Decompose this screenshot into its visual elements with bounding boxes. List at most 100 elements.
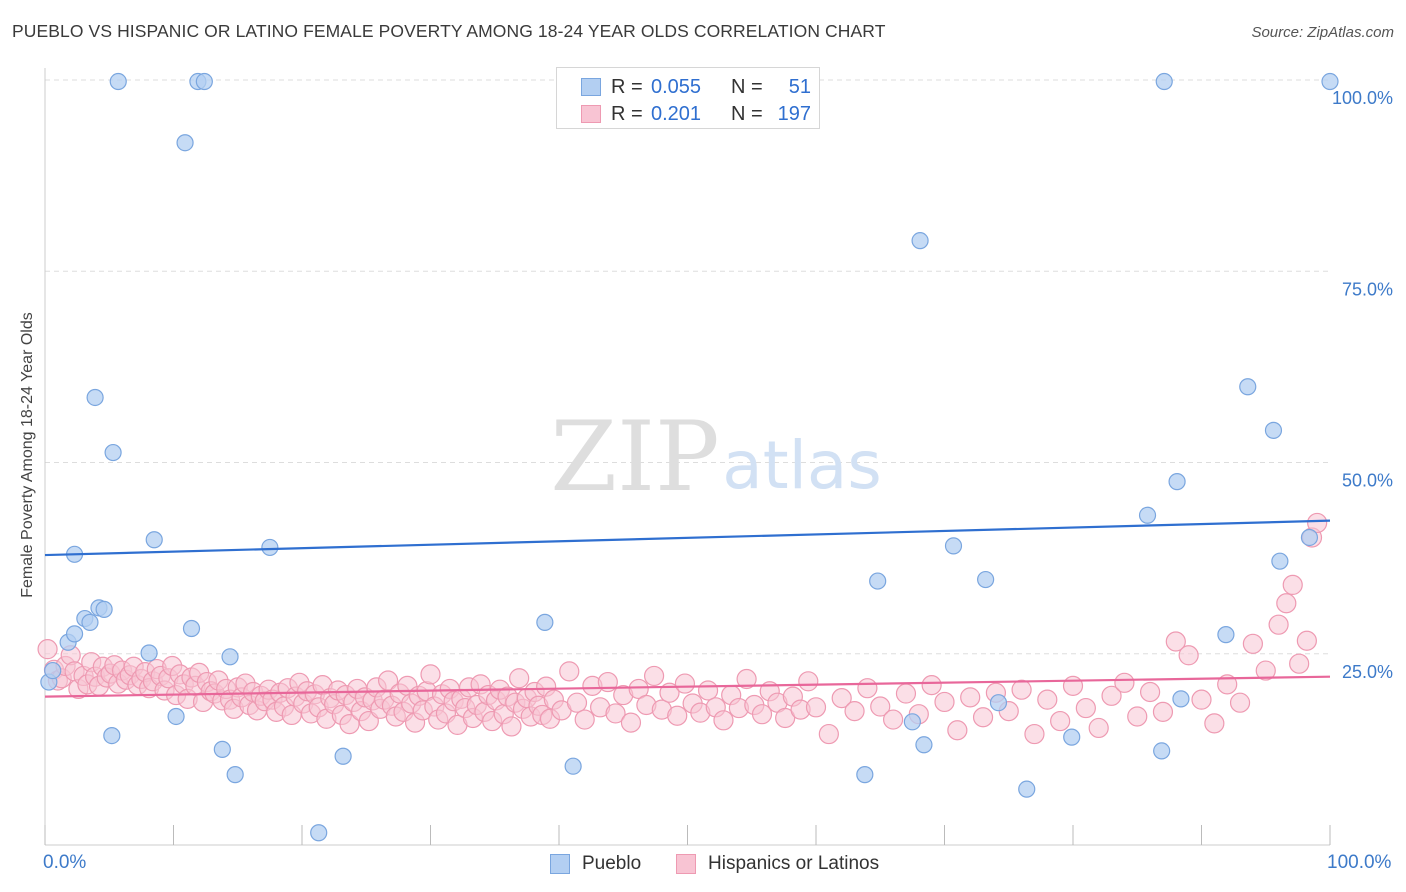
- pueblo-point: [1300, 528, 1319, 547]
- pueblo-point: [915, 736, 933, 754]
- trendlines: [44, 519, 1331, 698]
- hispanic-point: [1289, 653, 1310, 674]
- hispanic-point: [358, 710, 379, 732]
- pueblo-point: [564, 757, 582, 775]
- pueblo-point: [167, 707, 185, 726]
- pueblo-point: [1321, 72, 1339, 91]
- hispanic-point: [831, 688, 852, 709]
- hispanic-point: [1204, 713, 1225, 734]
- hispanic-point: [972, 707, 994, 728]
- pueblo-point: [195, 72, 213, 91]
- hispanic-point: [620, 712, 642, 733]
- hispanic-point: [509, 668, 530, 689]
- y-tick-label: 25.0%: [1342, 662, 1393, 682]
- hispanic-points: [37, 512, 1328, 745]
- pueblo-point: [86, 388, 104, 407]
- hispanic-swatch: [581, 105, 601, 123]
- hispanic-point: [934, 691, 955, 713]
- pueblo-point: [176, 134, 194, 152]
- pueblo-swatch: [581, 78, 601, 96]
- hispanic-point: [1037, 689, 1058, 710]
- series-legend: Pueblo Hispanics or Latinos: [0, 850, 1406, 878]
- pueblo-point: [44, 661, 62, 680]
- r-label: R =: [611, 75, 643, 98]
- pueblo-point: [310, 824, 328, 842]
- pueblo-point: [1138, 506, 1157, 524]
- hispanic-point: [1296, 630, 1317, 651]
- n-label: N =: [731, 102, 763, 125]
- hispanic-point: [960, 687, 981, 708]
- hispanic-point: [339, 714, 360, 735]
- legend-label-hispanic: Hispanics or Latinos: [708, 853, 880, 874]
- legend-row-hispanic: R = 0.201 N = 197: [557, 101, 811, 127]
- hispanic-point: [857, 678, 878, 699]
- hispanic-point: [420, 664, 441, 685]
- hispanic-point: [1307, 512, 1328, 534]
- pueblo-point: [226, 766, 244, 784]
- pueblo-point: [1239, 378, 1257, 396]
- r-value: 0.201: [651, 102, 702, 125]
- pueblo-point: [856, 766, 874, 784]
- hispanic-point: [377, 670, 399, 691]
- hispanic-point: [1050, 710, 1071, 732]
- hispanic-point: [736, 668, 757, 690]
- legend-label-pueblo: Pueblo: [582, 853, 642, 874]
- n-value: 197: [777, 102, 811, 125]
- pueblo-point: [1168, 473, 1186, 491]
- hispanic-point: [1255, 660, 1276, 681]
- hispanic-point: [1242, 633, 1264, 654]
- hispanic-trendline: [44, 675, 1331, 698]
- pueblo-point: [334, 747, 352, 765]
- y-tick-label: 100.0%: [1332, 88, 1393, 108]
- hispanic-point: [1191, 689, 1212, 710]
- pueblo-point: [977, 570, 995, 589]
- hispanic-point: [751, 704, 773, 725]
- x-tick-label-max: 100.0%: [1327, 852, 1392, 873]
- hispanic-point: [605, 703, 626, 724]
- hispanic-point: [1011, 679, 1032, 700]
- hispanic-point: [1152, 701, 1174, 722]
- x-tick-label-min: 0.0%: [43, 852, 87, 873]
- hispanic-point: [882, 709, 904, 730]
- hispanic-point: [895, 683, 917, 704]
- hispanic-point: [1268, 614, 1289, 635]
- pueblo-point: [1155, 72, 1173, 91]
- pueblo-trendline: [44, 519, 1331, 557]
- stats-legend: R = 0.055 N = 51 R = 0.201 N = 197: [556, 67, 820, 129]
- legend-item-hispanic[interactable]: Hispanics or Latinos: [676, 850, 879, 878]
- pueblo-point: [140, 644, 158, 662]
- hispanic-point: [1114, 672, 1135, 693]
- hispanic-point: [1101, 685, 1122, 706]
- hispanic-point: [1139, 681, 1161, 703]
- n-value: 51: [788, 75, 811, 98]
- pueblo-point: [213, 740, 231, 758]
- pueblo-point: [81, 613, 99, 631]
- hispanic-swatch: [676, 854, 696, 874]
- hispanic-point: [566, 692, 588, 713]
- pueblo-point: [103, 727, 121, 745]
- pueblo-point: [1217, 626, 1235, 644]
- hispanic-point: [713, 710, 734, 731]
- n-label: N =: [731, 75, 763, 98]
- pueblo-point: [182, 619, 201, 638]
- hispanic-point: [697, 680, 719, 701]
- hispanic-point: [818, 723, 839, 745]
- gridlines: [45, 79, 1330, 655]
- y-tick-labels: 25.0% 50.0% 75.0% 100.0%: [1332, 88, 1393, 682]
- hispanic-point: [1229, 692, 1251, 713]
- hispanic-point: [667, 705, 688, 726]
- hispanic-point: [1217, 674, 1238, 695]
- hispanic-point: [1165, 631, 1186, 652]
- hispanic-point: [1024, 723, 1045, 745]
- hispanic-point: [501, 716, 522, 737]
- source-credit: Source: ZipAtlas.com: [1251, 24, 1394, 41]
- chart-title: PUEBLO VS HISPANIC OR LATINO FEMALE POVE…: [12, 21, 886, 41]
- axes: [44, 68, 1331, 846]
- hispanic-point: [844, 701, 865, 722]
- hispanic-point: [574, 709, 595, 730]
- hispanic-point: [1276, 593, 1297, 614]
- pueblo-point: [869, 572, 887, 590]
- legend-item-pueblo[interactable]: Pueblo: [550, 850, 641, 878]
- pueblo-point: [65, 625, 84, 643]
